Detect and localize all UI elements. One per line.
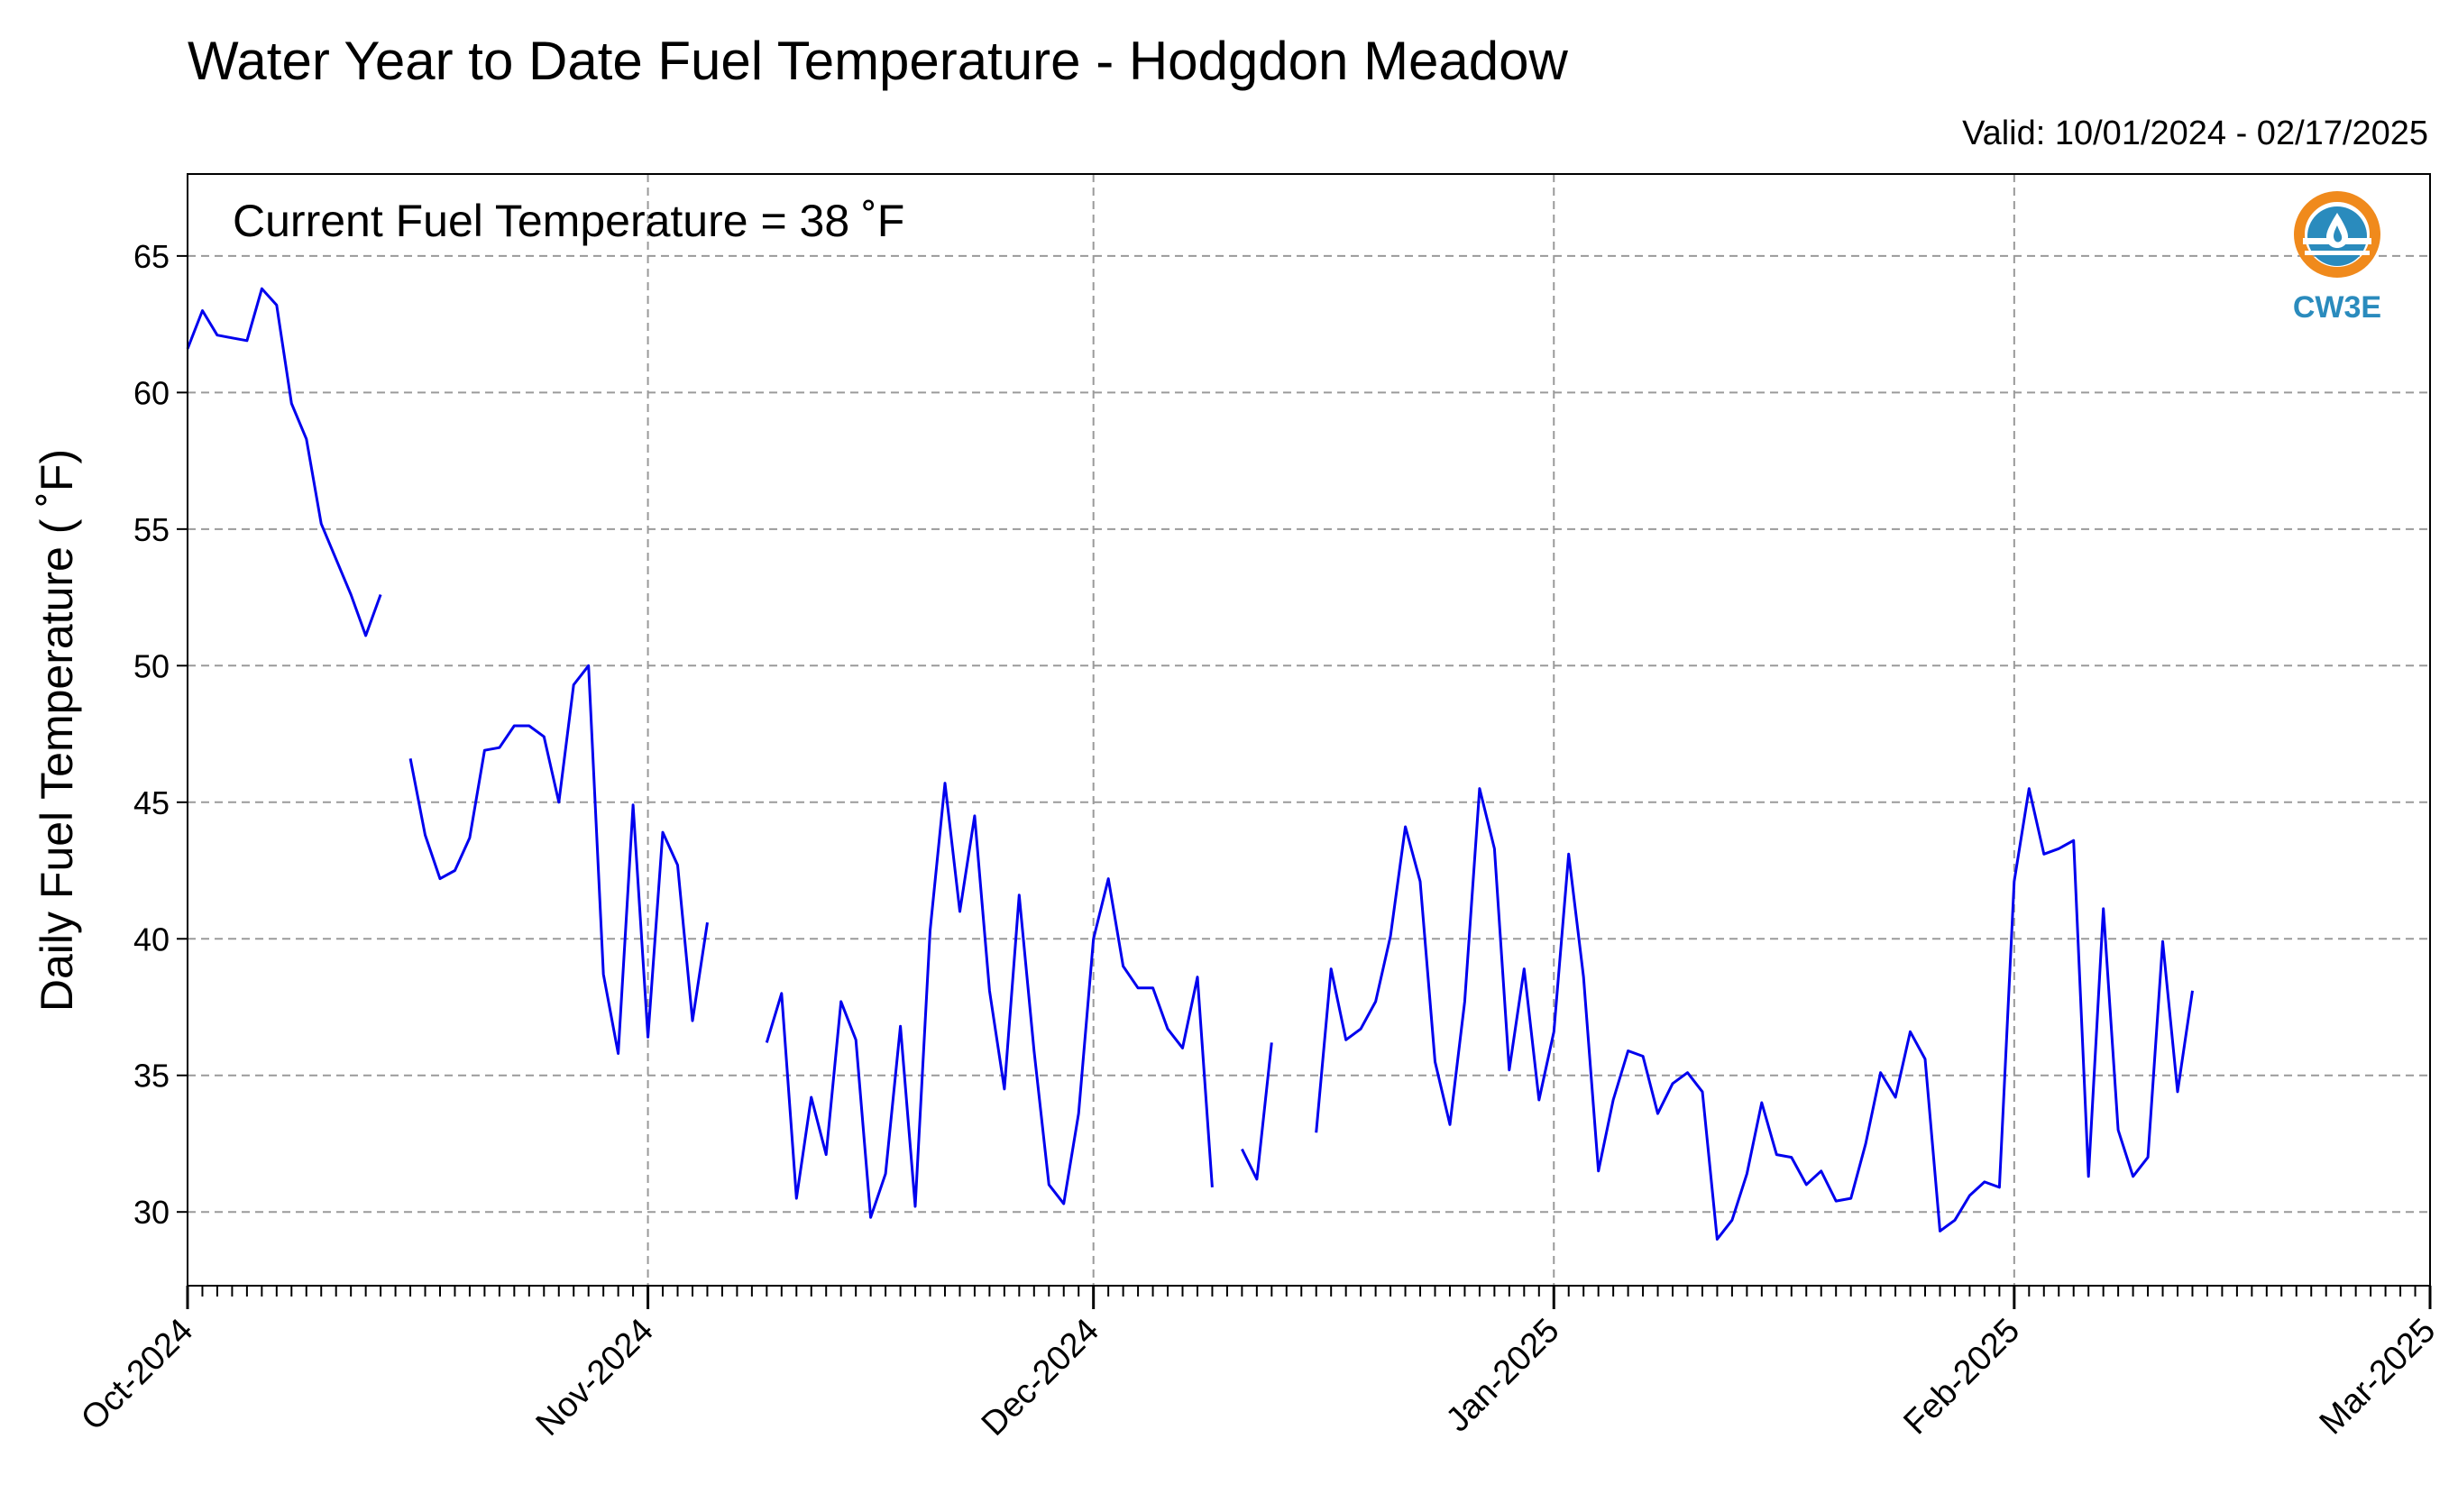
x-tick-label: Jan-2025 — [1439, 1312, 1567, 1440]
logo-orange-ring — [2294, 191, 2380, 278]
fuel-temperature-line-segment — [186, 287, 382, 637]
valid-date-range: Valid: 10/01/2024 - 02/17/2025 — [1962, 115, 2428, 152]
y-tick-label: 45 — [133, 784, 170, 821]
axis-ticks — [177, 254, 2432, 1309]
x-tick-label: Nov-2024 — [529, 1312, 661, 1443]
y-tick-label: 65 — [133, 238, 170, 275]
y-tick-label: 35 — [133, 1058, 170, 1095]
current-temperature-annotation: Current Fuel Temperature = 38 ˚F — [233, 196, 904, 246]
tick-labels: 30 35 40 45 50 55 60 65 Oct-2024 Nov-2024 Dec-2024… — [74, 238, 2443, 1443]
y-axis-label: Daily Fuel Temperature ( ˚F) — [32, 449, 82, 1012]
y-tick-label: 50 — [133, 647, 170, 684]
x-tick-label: Dec-2024 — [975, 1312, 1106, 1443]
fuel-temperature-line-segment — [1241, 1042, 1273, 1181]
y-tick-label: 40 — [133, 921, 170, 958]
fuel-temperature-line-segment — [1315, 787, 2194, 1241]
flame-icon — [2334, 225, 2343, 243]
chart-title: Water Year to Date Fuel Temperature - Ho… — [188, 31, 1569, 91]
gridlines — [188, 174, 2430, 1286]
x-tick-label: Mar-2025 — [2313, 1312, 2444, 1443]
logo-text: CW3E — [2293, 290, 2381, 325]
logo-wave-band-2 — [2305, 251, 2370, 255]
fuel-temperature-line-segment — [408, 664, 709, 1055]
y-tick-label: 30 — [133, 1194, 170, 1231]
x-tick-label: Feb-2025 — [1896, 1312, 2027, 1443]
cw3e-logo: CW3E — [2293, 191, 2381, 325]
plot-frame — [187, 173, 2431, 1287]
y-tick-label: 60 — [133, 374, 170, 411]
y-tick-label: 55 — [133, 511, 170, 548]
data-series — [186, 287, 2194, 1241]
x-tick-label: Oct-2024 — [74, 1312, 200, 1438]
fuel-temperature-line-segment — [765, 782, 1214, 1219]
